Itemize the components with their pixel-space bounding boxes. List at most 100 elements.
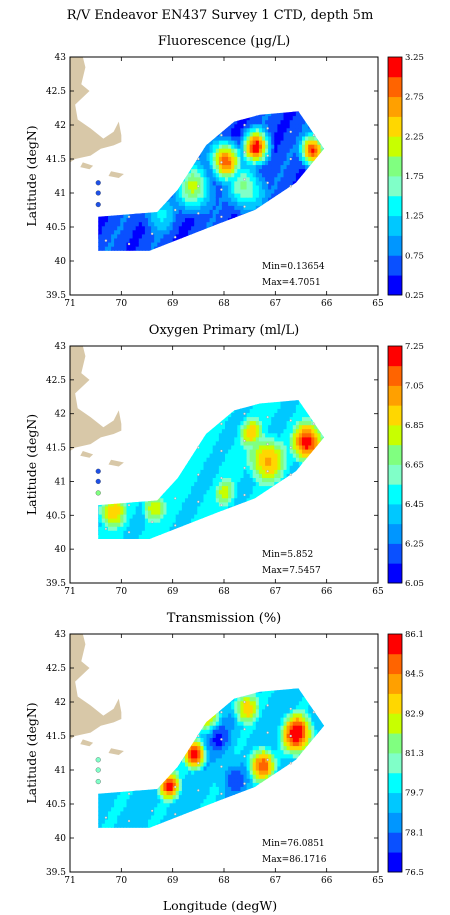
colorbar-swatch	[388, 96, 402, 117]
x-tick-label: 69	[167, 299, 179, 309]
colorbar: 7.25 7.05 6.85 6.65 6.45 6.25 6.05	[387, 342, 424, 589]
colorbar-tick-label: 0.75	[405, 251, 424, 261]
station-marker	[266, 415, 269, 419]
station-marker	[127, 819, 131, 823]
station-marker	[173, 208, 177, 212]
station-marker	[243, 412, 246, 415]
colorbar-swatch	[388, 385, 402, 406]
colorbar-tick-label: 6.45	[405, 500, 424, 510]
y-tick-label: 40	[55, 545, 67, 555]
station-marker	[197, 789, 200, 792]
max-annotation: Max=4.7051	[262, 278, 321, 288]
colorbar-swatch	[388, 464, 402, 485]
station-markers	[104, 123, 316, 246]
colorbar-swatch	[388, 136, 402, 157]
max-annotation: Max=7.5457	[262, 566, 321, 576]
y-tick-label: 41.5	[46, 732, 66, 742]
station-marker	[127, 215, 131, 219]
colorbar-swatch	[388, 215, 402, 236]
figure-title: R/V Endeavor EN437 Survey 1 CTD, depth 5…	[67, 8, 374, 23]
station-marker	[266, 181, 269, 185]
panel-title: Transmission (%)	[167, 611, 282, 626]
colorbar-tick-label: 0.25	[405, 291, 424, 301]
station-marker	[243, 466, 246, 470]
coastal-station	[95, 190, 101, 196]
colorbar-swatch	[388, 852, 402, 873]
y-tick-label: 42.5	[46, 87, 66, 97]
colorbar-tick-label: 1.75	[405, 172, 424, 182]
x-axis-label: Longitude (degW)	[163, 898, 277, 913]
colorbar-swatch	[388, 832, 402, 853]
station-marker	[266, 758, 269, 762]
colorbar-swatch	[388, 156, 402, 177]
station-marker	[243, 178, 246, 181]
station-marker	[197, 734, 200, 738]
station-marker	[289, 446, 292, 449]
station-marker	[150, 809, 154, 813]
island-land	[108, 171, 124, 179]
min-annotation: Min=5.852	[262, 550, 313, 560]
colorbar-tick-label: 84.5	[405, 670, 424, 680]
station-marker	[266, 704, 269, 707]
colorbar-tick-label: 86.1	[405, 630, 424, 640]
colorbar-swatch	[388, 116, 402, 137]
colorbar-tick-label: 3.25	[405, 53, 424, 63]
colorbar: 3.25 2.75 2.25 1.75 1.25 0.75 0.25	[387, 53, 424, 301]
y-tick-label: 43	[55, 630, 67, 640]
island-land	[80, 162, 94, 170]
station-marker	[197, 446, 200, 449]
station-marker	[220, 765, 223, 768]
colorbar-swatch	[388, 733, 402, 754]
station-markers	[104, 700, 316, 823]
station-marker	[173, 497, 177, 500]
x-tick-label: 70	[116, 299, 128, 309]
island-land	[108, 748, 124, 756]
station-markers	[104, 412, 316, 534]
station-marker	[127, 792, 131, 796]
colorbar-swatch	[388, 693, 402, 714]
colorbar-swatch	[388, 76, 402, 98]
colorbar-tick-label: 7.25	[405, 342, 424, 352]
y-axis-label: Latitude (degN)	[24, 414, 39, 515]
y-tick-label: 42.5	[46, 376, 66, 386]
colorbar-swatch	[388, 405, 402, 426]
y-tick-label: 41	[55, 477, 66, 487]
x-tick-label: 65	[372, 299, 384, 309]
chart-panel-1: Fluorescence (µg/L) 71 70 69 68 67 66 65 43 42.5 4…	[24, 34, 424, 309]
station-marker	[220, 792, 223, 796]
colorbar-swatch	[388, 176, 402, 197]
y-tick-label: 42	[55, 121, 66, 131]
colorbar-tick-label: 6.65	[405, 461, 424, 471]
colorbar-swatch	[388, 653, 402, 675]
x-tick-label: 71	[64, 587, 75, 597]
station-marker	[243, 493, 246, 497]
station-marker	[220, 710, 223, 714]
island-land	[108, 459, 124, 467]
y-tick-label: 39.5	[46, 579, 66, 589]
panel-title: Fluorescence (µg/L)	[158, 34, 290, 49]
station-marker	[104, 816, 108, 819]
station-marker	[266, 154, 269, 157]
coastal-station	[95, 767, 101, 773]
station-marker	[150, 232, 154, 236]
y-tick-label: 39.5	[46, 291, 66, 301]
colorbar-tick-label: 79.7	[405, 789, 424, 799]
colorbar-swatch	[388, 634, 402, 655]
colorbar-swatch	[388, 365, 402, 386]
station-marker	[127, 503, 131, 507]
x-tick-label: 66	[321, 299, 333, 309]
colorbar-swatch	[388, 255, 402, 276]
station-marker	[197, 500, 200, 503]
x-tick-label: 69	[167, 876, 179, 886]
coastline-land	[70, 346, 122, 451]
y-tick-label: 40	[55, 834, 67, 844]
station-marker	[220, 422, 223, 426]
station-marker	[220, 476, 223, 480]
x-tick-label: 68	[218, 299, 230, 309]
station-marker	[243, 755, 246, 758]
colorbar-tick-label: 82.9	[405, 709, 424, 719]
y-tick-label: 41.5	[46, 444, 66, 454]
coastal-station	[95, 490, 101, 496]
y-axis-label: Latitude (degN)	[24, 702, 39, 803]
island-land	[80, 739, 94, 747]
